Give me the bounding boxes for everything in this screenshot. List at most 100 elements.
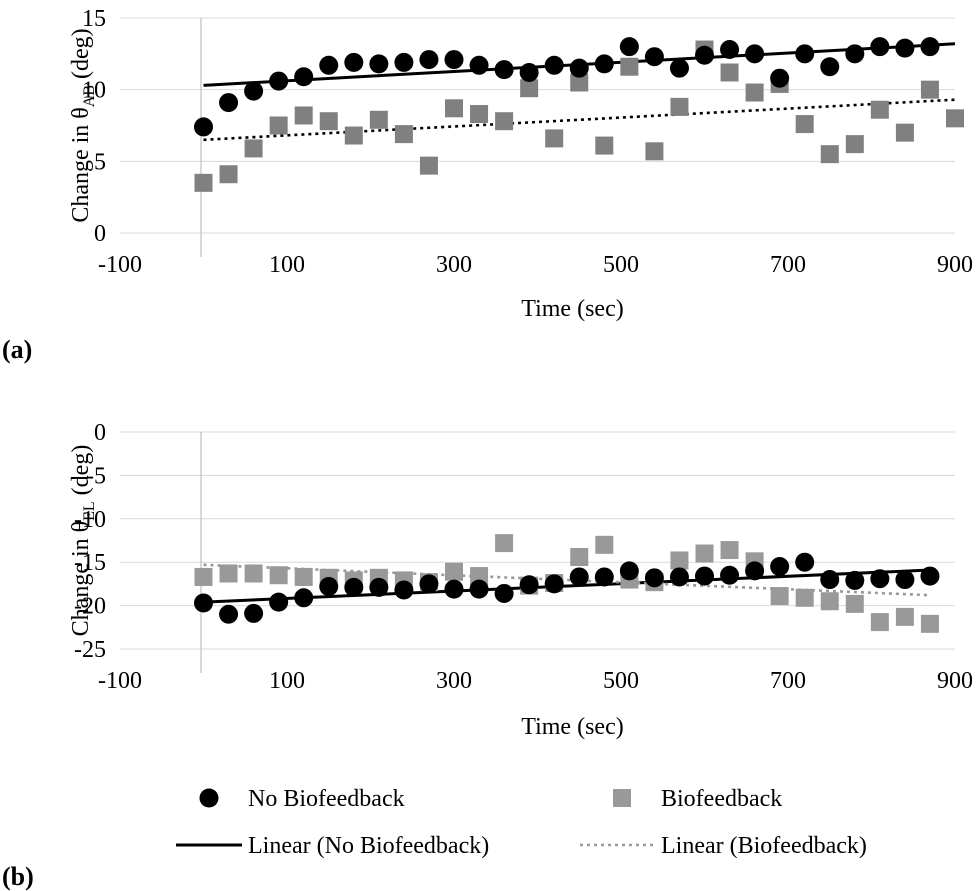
panel-a-chart: 0 5 10 15 -100 100 300 500 700 900 Time (sec) Chang…	[2, 6, 973, 364]
no-biofeedback-point	[444, 50, 464, 70]
y-tick-label: -20	[74, 594, 106, 620]
no-biofeedback-point	[795, 552, 815, 572]
biofeedback-point	[294, 106, 313, 125]
biofeedback-point	[495, 112, 514, 131]
legend-circle-marker	[199, 788, 219, 808]
biofeedback-point	[495, 534, 514, 553]
biofeedback-point	[269, 566, 288, 585]
no-biofeedback-point	[494, 60, 514, 80]
no-biofeedback-point	[795, 44, 815, 64]
biofeedback-point	[445, 99, 463, 118]
y-tick-label: -25	[74, 637, 106, 663]
x-tick-label: 300	[436, 252, 472, 278]
no-biofeedback-point	[745, 44, 765, 64]
y-tick-label: -15	[74, 550, 106, 576]
biofeedback-point	[870, 100, 889, 119]
x-axis-label: Time (sec)	[521, 296, 623, 322]
no-biofeedback-point	[519, 62, 539, 82]
biofeedback-point	[920, 80, 939, 99]
panel-label: (b)	[2, 862, 34, 891]
biofeedback-point	[545, 129, 564, 148]
biofeedback-point	[570, 73, 589, 92]
y-axis-label: Change in θEL (deg)	[68, 445, 98, 637]
legend-label: No Biofeedback	[248, 786, 405, 812]
x-tick-label: 900	[937, 668, 973, 694]
no-biofeedback-point	[419, 574, 439, 594]
no-biofeedback-point	[369, 577, 389, 597]
x-tick-label: 500	[603, 252, 639, 278]
biofeedback-point	[369, 110, 388, 129]
biofeedback-point	[244, 564, 263, 583]
no-biofeedback-point	[720, 565, 740, 585]
biofeedback-point	[419, 156, 438, 175]
trendline-no-biofeedback	[203, 568, 931, 604]
x-tick-label: -100	[98, 252, 142, 278]
no-biofeedback-point	[669, 58, 689, 78]
y-axis-label-suffix: (deg)	[68, 445, 94, 502]
y-tick-label: 5	[94, 149, 106, 175]
y-axis-label: Change in θAB (deg)	[68, 28, 98, 222]
no-biofeedback-point	[920, 566, 940, 586]
y-axis-label-prefix: Change in θ	[68, 521, 94, 636]
biofeedback-point	[795, 588, 814, 607]
y-axis-label-prefix: Change in θ	[68, 107, 94, 222]
no-biofeedback-point	[344, 52, 364, 72]
biofeedback-point	[845, 594, 864, 613]
x-axis-label: Time (sec)	[521, 714, 623, 740]
no-biofeedback-point	[444, 579, 464, 599]
no-biofeedback-point	[695, 45, 714, 65]
no-biofeedback-point	[294, 67, 314, 87]
biofeedback-point	[795, 115, 814, 134]
x-tick-label: 900	[937, 252, 973, 278]
no-biofeedback-point	[544, 55, 564, 75]
biofeedback-point	[344, 126, 363, 145]
biofeedback-point	[520, 79, 539, 98]
no-biofeedback-point	[845, 44, 865, 64]
y-axis-label-suffix: (deg)	[68, 28, 94, 85]
x-tick-label: 100	[269, 252, 305, 278]
biofeedback-point	[570, 547, 589, 566]
biofeedback-point	[470, 105, 489, 124]
biofeedback-point	[244, 139, 263, 158]
no-biofeedback-point	[344, 577, 364, 597]
no-biofeedback-point	[745, 561, 765, 581]
no-biofeedback-point	[770, 557, 790, 577]
no-biofeedback-point	[619, 37, 639, 57]
no-biofeedback-point	[294, 588, 314, 608]
biofeedback-point	[920, 614, 939, 633]
biofeedback-point	[620, 57, 639, 76]
y-tick-label: 15	[82, 6, 106, 32]
no-biofeedback-point	[644, 568, 664, 588]
no-biofeedback-point	[244, 603, 264, 623]
no-biofeedback-point	[194, 593, 213, 613]
biofeedback-point	[946, 109, 964, 128]
y-tick-label: -5	[86, 463, 106, 489]
no-biofeedback-point	[594, 54, 614, 74]
biofeedback-point	[269, 116, 288, 135]
legend: No Biofeedback Biofeedback Linear (No Biof…	[176, 786, 867, 859]
no-biofeedback-point	[569, 567, 589, 587]
no-biofeedback-point	[219, 604, 239, 624]
biofeedback-point	[845, 135, 864, 154]
biofeedback-point	[695, 544, 714, 563]
no-biofeedback-point	[519, 575, 539, 595]
no-biofeedback-point	[644, 47, 664, 67]
no-biofeedback-point	[494, 583, 514, 603]
no-biofeedback-point	[870, 37, 890, 57]
y-tick-label: -10	[74, 507, 106, 533]
legend-label: Biofeedback	[661, 786, 782, 812]
biofeedback-point	[595, 136, 614, 155]
biofeedback-point	[745, 83, 764, 102]
legend-square-marker	[613, 789, 631, 807]
no-biofeedback-point	[544, 574, 564, 594]
biofeedback-point	[219, 564, 238, 583]
biofeedback-point	[294, 567, 313, 586]
y-axis-label-subscript: EL	[81, 501, 98, 521]
trendline-biofeedback	[203, 98, 956, 142]
legend-label: Linear (No Biofeedback)	[248, 833, 489, 859]
no-biofeedback-point	[720, 40, 740, 60]
panel-label: (a)	[2, 335, 32, 364]
x-tick-label: 300	[436, 668, 472, 694]
biofeedback-point	[445, 562, 463, 581]
y-tick-label: 0	[94, 221, 106, 247]
